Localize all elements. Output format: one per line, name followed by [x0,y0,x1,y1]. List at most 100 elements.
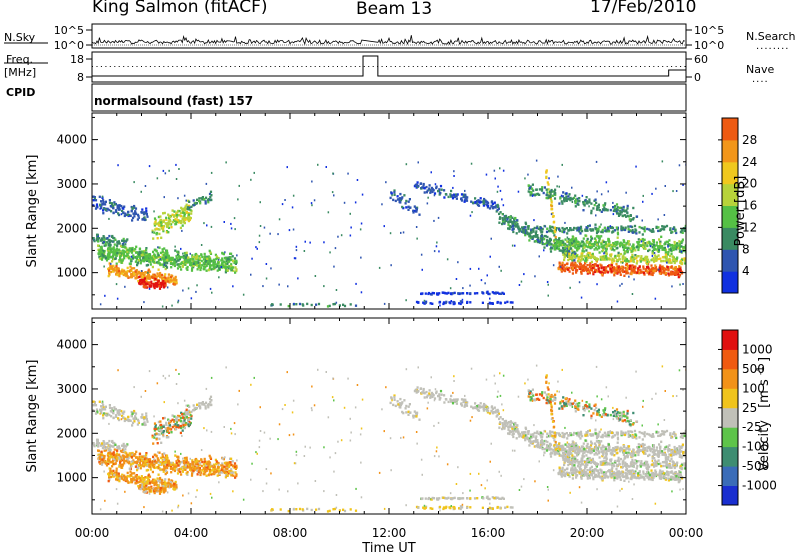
power-cell [145,254,148,257]
power-cell [297,277,299,280]
power-cell [650,229,653,233]
power-cell [126,256,129,259]
velocity-cell [203,457,206,461]
power-cell [206,224,208,227]
velocity-cell [197,466,200,469]
power-cell [539,236,542,240]
power-cell [278,283,280,286]
power-cell [113,237,116,240]
power-cell [536,225,539,228]
velocity-cell [123,410,126,413]
power-cell [660,265,664,269]
power-cell [209,287,212,290]
power-cell [607,244,610,248]
power-cell [198,262,201,265]
velocity-cell [135,463,138,466]
power-cell [565,192,567,195]
power-cell [460,193,464,196]
power-cell [578,199,581,203]
power-cell [186,265,189,269]
power-cell [135,277,138,280]
velocity-cell [119,459,122,463]
power-cell [594,237,597,240]
power-cell [626,264,629,268]
power-cell [645,266,649,269]
power-cell [103,252,106,255]
velocity-cell [135,450,138,453]
velocity-cell [164,462,167,466]
power-cell [543,249,545,252]
power-cell [197,265,200,269]
power-cell [558,240,561,244]
power-cell [106,257,109,260]
power-cell [527,173,529,176]
power-cell [185,199,187,202]
power-cell [360,291,363,294]
velocity-cell [142,465,146,468]
power-cell [584,199,587,202]
power-cell [310,202,313,205]
power-cell [332,303,335,306]
power-cell [381,203,383,206]
power-cell [186,206,189,209]
power-cell [524,233,527,237]
velocity-cell [104,462,107,465]
nave-point [680,66,682,67]
power-cell [119,250,122,254]
velocity-cell [126,480,129,483]
velocity-cell [116,412,119,415]
velocity-cell [186,470,189,474]
power-cell [590,211,593,215]
power-cell [586,264,589,267]
power-cell [295,249,298,252]
power-cell [524,221,527,224]
velocity-cell [127,456,130,459]
power-cell [142,260,146,263]
power-cell [105,259,109,262]
power-cell [164,256,167,259]
power-cell [349,234,352,237]
power-cell [652,266,655,270]
power-cell [668,239,671,242]
power-cell [622,209,625,213]
power-cell [592,272,595,276]
power-cell [428,291,431,295]
power-cell [564,255,567,258]
power-cell [109,205,113,208]
power-cell [613,266,616,269]
power-cell [566,250,570,253]
power-cell [634,265,637,268]
power-cell [527,190,530,193]
power-cell [504,301,507,304]
power-cell [606,244,609,247]
power-cell [600,264,603,267]
power-cell [580,252,583,255]
power-cell [574,265,577,268]
power-cell [545,188,548,191]
power-cell [657,268,660,271]
velocity-cell [132,417,135,420]
noise-line [91,34,685,46]
power-cell [306,302,309,306]
power-cell [473,292,477,295]
power-cell [208,258,211,261]
power-cell [435,186,438,190]
power-cell [586,267,589,270]
power-cell [615,207,618,211]
velocity-cell [145,456,148,460]
power-cell [438,300,442,304]
power-cell [111,234,114,238]
power-cell [569,196,572,200]
power-cell [621,256,624,260]
power-cell [449,292,453,295]
power-cell [502,169,505,172]
power-cell [461,301,464,304]
power-cell [612,209,615,213]
power-cell [433,219,435,222]
power-cell [601,239,604,242]
power-cell [102,249,105,253]
power-cell [177,197,179,200]
power-cell [601,228,604,232]
power-cell [623,274,626,277]
